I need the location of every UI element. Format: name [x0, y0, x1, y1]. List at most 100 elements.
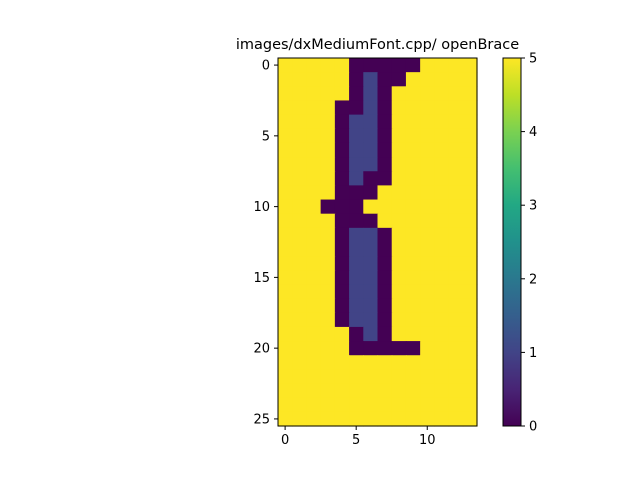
heatmap-cell — [434, 100, 449, 115]
heatmap-cell — [463, 100, 478, 115]
heatmap-cell — [392, 200, 407, 215]
heatmap-cell — [406, 115, 421, 130]
heatmap-cell — [321, 143, 336, 158]
heatmap-cell — [292, 355, 307, 370]
heatmap-cell — [463, 384, 478, 399]
heatmap-cell — [378, 129, 393, 144]
heatmap-cell — [463, 341, 478, 356]
heatmap-cell — [463, 270, 478, 285]
heatmap-cell — [420, 355, 435, 370]
heatmap-cell — [449, 115, 464, 130]
heatmap-cell — [292, 214, 307, 229]
heatmap-cell — [434, 412, 449, 427]
heatmap-cell — [306, 242, 321, 257]
heatmap-cell — [463, 242, 478, 257]
heatmap-cell — [321, 72, 336, 87]
heatmap-cell — [321, 384, 336, 399]
heatmap-cell — [434, 369, 449, 384]
heatmap-cell — [420, 58, 435, 73]
heatmap-cell — [349, 214, 364, 229]
heatmap-cell — [349, 157, 364, 172]
heatmap-cell — [420, 129, 435, 144]
heatmap-cell — [335, 313, 350, 328]
heatmap-cell — [406, 299, 421, 314]
heatmap-cell — [406, 341, 421, 356]
heatmap-cell — [434, 171, 449, 186]
heatmap-cell — [434, 384, 449, 399]
heatmap-cell — [321, 341, 336, 356]
heatmap-cell — [292, 58, 307, 73]
heatmap-cell — [434, 327, 449, 342]
heatmap-cell — [292, 129, 307, 144]
heatmap-cells — [278, 58, 478, 427]
heatmap-cell — [306, 200, 321, 215]
heatmap-cell — [321, 157, 336, 172]
heatmap-cell — [449, 384, 464, 399]
heatmap-cell — [349, 284, 364, 299]
heatmap-cell — [420, 270, 435, 285]
heatmap-cell — [463, 115, 478, 130]
heatmap-cell — [392, 313, 407, 328]
heatmap-cell — [278, 270, 293, 285]
heatmap-cell — [321, 355, 336, 370]
heatmap-cell — [420, 256, 435, 271]
heatmap-cell — [278, 355, 293, 370]
heatmap-cell — [434, 270, 449, 285]
heatmap-cell — [378, 86, 393, 101]
heatmap-cell — [278, 299, 293, 314]
heatmap-cell — [363, 384, 378, 399]
heatmap-cell — [278, 86, 293, 101]
heatmap-cell — [420, 242, 435, 257]
heatmap-cell — [463, 299, 478, 314]
heatmap-cell — [463, 143, 478, 158]
heatmap-cell — [321, 313, 336, 328]
heatmap-cell — [363, 143, 378, 158]
y-tick-label: 5 — [262, 129, 270, 144]
heatmap-cell — [278, 58, 293, 73]
heatmap-cell — [406, 284, 421, 299]
heatmap-cell — [278, 200, 293, 215]
heatmap-cell — [378, 185, 393, 200]
heatmap-cell — [420, 398, 435, 413]
heatmap-cell — [349, 242, 364, 257]
heatmap-cell — [434, 115, 449, 130]
heatmap-cell — [306, 58, 321, 73]
heatmap-cell — [420, 200, 435, 215]
heatmap-cell — [278, 72, 293, 87]
heatmap-cell — [449, 242, 464, 257]
heatmap-cell — [292, 284, 307, 299]
heatmap-cell — [434, 157, 449, 172]
heatmap-cell — [463, 185, 478, 200]
heatmap-cell — [392, 384, 407, 399]
heatmap-cell — [363, 398, 378, 413]
heatmap-cell — [449, 299, 464, 314]
heatmap-cell — [406, 214, 421, 229]
colorbar-tick-label: 5 — [529, 52, 537, 67]
heatmap-cell — [434, 129, 449, 144]
heatmap-cell — [292, 256, 307, 271]
heatmap-cell — [434, 58, 449, 73]
heatmap-cell — [392, 129, 407, 144]
heatmap-cell — [278, 412, 293, 427]
heatmap-cell — [434, 143, 449, 158]
heatmap-cell — [406, 355, 421, 370]
heatmap-cell — [378, 157, 393, 172]
heatmap-cell — [463, 58, 478, 73]
heatmap-cell — [378, 355, 393, 370]
heatmap-cell — [349, 129, 364, 144]
heatmap-cell — [378, 72, 393, 87]
heatmap-cell — [463, 72, 478, 87]
heatmap-cell — [392, 299, 407, 314]
y-tick-label: 25 — [253, 412, 270, 427]
colorbar-tick-label: 1 — [529, 346, 537, 361]
heatmap-cell — [306, 341, 321, 356]
heatmap-cell — [335, 129, 350, 144]
heatmap-cell — [363, 228, 378, 243]
heatmap-cell — [392, 341, 407, 356]
heatmap-cell — [321, 100, 336, 115]
heatmap-cell — [306, 327, 321, 342]
heatmap-cell — [363, 72, 378, 87]
heatmap-cell — [335, 185, 350, 200]
heatmap-cell — [392, 369, 407, 384]
heatmap-cell — [378, 284, 393, 299]
